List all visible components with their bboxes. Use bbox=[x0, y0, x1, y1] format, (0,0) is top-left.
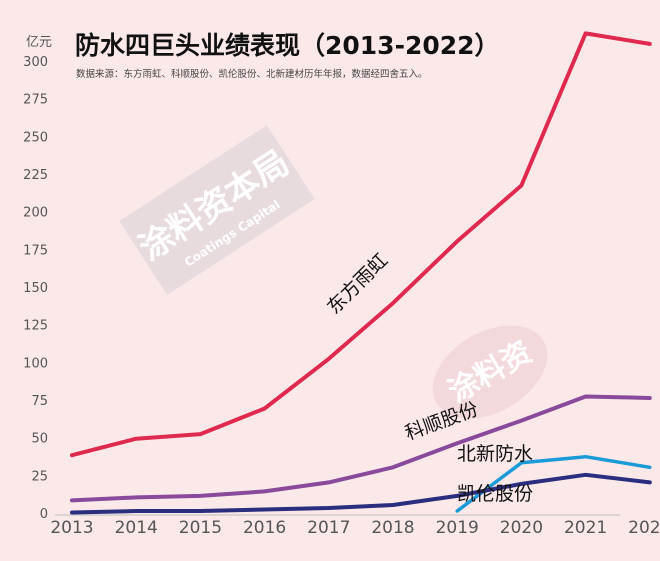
y-axis-unit: 亿元 bbox=[26, 35, 52, 50]
series-lines bbox=[70, 31, 652, 515]
watermark-logo: 涂料资 bbox=[432, 325, 548, 419]
x-tick-label: 2015 bbox=[179, 518, 222, 538]
series-line bbox=[455, 454, 652, 513]
chart-title: 防水四巨头业绩表现（2013-2022） bbox=[75, 31, 500, 60]
y-tick-labels: 0 25 50 75 100 125 150 175 200 225 250 275 300 bbox=[23, 55, 48, 522]
x-tick-label: 2022 bbox=[628, 518, 660, 538]
x-tick-label: 2014 bbox=[115, 518, 158, 538]
y-tick-label: 250 bbox=[23, 130, 48, 145]
series-line bbox=[70, 472, 652, 515]
x-tick-label: 2021 bbox=[564, 518, 607, 538]
x-tick-label: 2017 bbox=[307, 518, 350, 538]
chart-source: 数据来源：东方雨虹、科顺股份、凯伦股份、北新建材历年年报，数据经四舍五入。 bbox=[76, 68, 428, 80]
x-tick-label: 2013 bbox=[50, 518, 93, 538]
series-label: 凯伦股份 bbox=[457, 483, 533, 505]
x-tick-label: 2020 bbox=[500, 518, 543, 538]
series-line bbox=[70, 394, 652, 503]
y-tick-label: 150 bbox=[23, 281, 48, 296]
y-tick-label: 225 bbox=[23, 168, 48, 183]
series-label: 东方雨虹 bbox=[323, 249, 392, 318]
y-tick-label: 25 bbox=[31, 469, 48, 484]
x-tick-label: 2019 bbox=[436, 518, 479, 538]
y-tick-label: 50 bbox=[31, 432, 48, 447]
y-tick-label: 75 bbox=[31, 394, 48, 409]
y-tick-label: 300 bbox=[23, 55, 48, 70]
x-tick-labels: 2013 2014 2015 2016 2017 2018 2019 2020 2021 2022 bbox=[50, 518, 660, 538]
x-tick-label: 2016 bbox=[243, 518, 286, 538]
watermark-badge: 涂料资本局 Coatings Capital bbox=[119, 125, 315, 295]
y-tick-label: 100 bbox=[23, 356, 48, 371]
series-line bbox=[70, 31, 652, 458]
y-tick-label: 125 bbox=[23, 319, 48, 334]
y-tick-label: 275 bbox=[23, 93, 48, 108]
y-tick-label: 200 bbox=[23, 206, 48, 221]
y-tick-label: 0 bbox=[40, 507, 48, 522]
series-label: 北新防水 bbox=[457, 443, 533, 465]
y-tick-label: 175 bbox=[23, 243, 48, 258]
x-tick-label: 2018 bbox=[371, 518, 414, 538]
